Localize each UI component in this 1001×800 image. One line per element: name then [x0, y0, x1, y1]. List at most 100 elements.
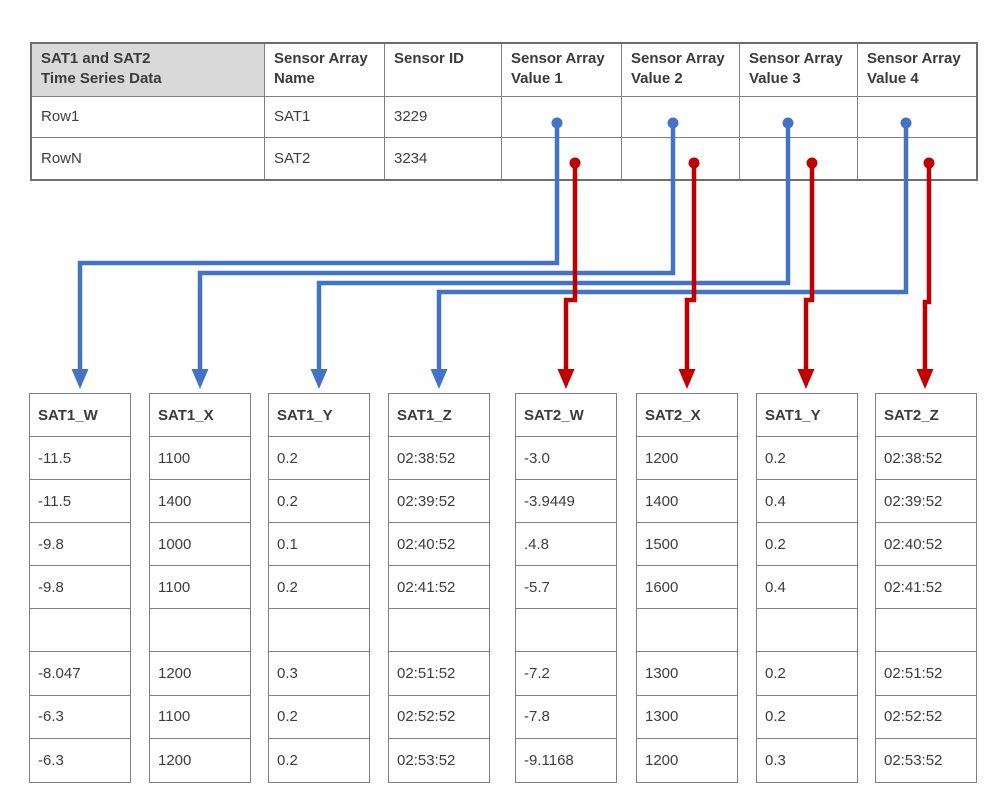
- table-cell: -11.5: [30, 480, 130, 524]
- series-table-header: SAT2_X: [637, 394, 737, 437]
- table-cell: 02:41:52: [876, 566, 976, 610]
- table-cell: -7.8: [516, 696, 616, 739]
- row1-value3-arrowhead: [310, 369, 328, 389]
- series-table-sat1-y: SAT1_Y 0.2 0.2 0.1 0.2 0.3 0.2 0.2: [268, 393, 370, 783]
- table-cell: 0.2: [757, 652, 857, 696]
- table-cell: 0.2: [277, 751, 298, 769]
- table-cell: 1500: [637, 523, 737, 567]
- series-table-sat1-x: SAT1_X 1100 1400 1000 1100 1200 1100 120…: [149, 393, 251, 783]
- source-table-header-value2: Sensor Array Value 2: [622, 44, 740, 97]
- table-cell: 02:39:52: [876, 480, 976, 524]
- series-table-header: SAT1_Y: [269, 394, 369, 437]
- series-table-header: SAT1_W: [30, 394, 130, 437]
- table-cell: 1300: [637, 696, 737, 739]
- series-table-header: SAT2_Z: [876, 394, 976, 437]
- table-cell: 1300: [637, 652, 737, 696]
- row1-value2-cell: [622, 97, 740, 138]
- table-cell: -9.8: [30, 523, 130, 567]
- row1-name-cell: SAT1: [265, 97, 385, 138]
- table-cell: 0.4: [757, 480, 857, 524]
- row1-value1-cell: [502, 97, 622, 138]
- row1-value2-arrowhead: [191, 369, 209, 389]
- table-cell: 02:51:52: [389, 652, 489, 696]
- table-cell: -3.9449: [516, 480, 616, 524]
- table-cell: -5.7: [516, 566, 616, 610]
- table-cell: 0.2: [269, 566, 369, 610]
- rowN-label-cell: RowN: [32, 138, 265, 179]
- row1-value4-cell: [858, 97, 976, 138]
- source-table-header-sensor-array-name: Sensor Array Name: [265, 44, 385, 97]
- table-cell: 02:53:52: [397, 751, 456, 769]
- row1-id-cell: 3229: [385, 97, 502, 138]
- table-cell: 0.4: [757, 566, 857, 610]
- table-cell: [389, 609, 489, 653]
- table-cell: 0.2: [757, 523, 857, 567]
- series-table-sat1-w: SAT1_W -11.5 -11.5 -9.8 -9.8 -8.047 -6.3…: [29, 393, 131, 783]
- table-cell: 0.3: [765, 751, 786, 769]
- table-cell: 02:40:52: [389, 523, 489, 567]
- table-cell: 02:41:52: [389, 566, 489, 610]
- rowN-value4-arrow-line: [922, 163, 932, 370]
- table-cell: [269, 609, 369, 653]
- series-table-sat1-z: SAT1_Z 02:38:52 02:39:52 02:40:52 02:41:…: [388, 393, 490, 783]
- table-cell: 0.2: [757, 437, 857, 481]
- row1-value4-arrowhead: [430, 369, 448, 389]
- table-cell: 02:40:52: [876, 523, 976, 567]
- table-cell: -6.3: [38, 751, 64, 769]
- table-cell: 02:38:52: [389, 437, 489, 481]
- rowN-value4-arrowhead: [916, 369, 934, 389]
- table-cell: [516, 609, 616, 653]
- table-cell: 1200: [645, 751, 679, 769]
- series-table-sat2-x: SAT2_X 1200 1400 1500 1600 1300 1300 120…: [636, 393, 738, 783]
- table-cell: [637, 609, 737, 653]
- source-table-header-value4: Sensor Array Value 4: [858, 44, 976, 97]
- row1-label-cell: Row1: [32, 97, 265, 138]
- rowN-value3-arrowhead: [797, 369, 815, 389]
- table-cell: -6.3: [30, 696, 130, 739]
- rowN-value3-arrow-line: [803, 163, 815, 370]
- source-table-header-value3: Sensor Array Value 3: [740, 44, 858, 97]
- rowN-name-cell: SAT2: [265, 138, 385, 179]
- table-cell: 02:52:52: [876, 696, 976, 739]
- table-cell: [876, 609, 976, 653]
- table-cell: -9.8: [30, 566, 130, 610]
- table-cell: 1100: [150, 696, 250, 739]
- series-table-sat2-w: SAT2_W -3.0 -3.9449 .4.8 -5.7 -7.2 -7.8 …: [515, 393, 617, 783]
- table-cell: .4.8: [516, 523, 616, 567]
- table-cell: [150, 609, 250, 653]
- table-cell: -9.1168: [524, 751, 574, 769]
- table-cell: -11.5: [30, 437, 130, 481]
- table-cell: 02:52:52: [389, 696, 489, 739]
- table-cell: [30, 609, 130, 653]
- rowN-value2-arrowhead: [678, 369, 696, 389]
- table-cell: 0.2: [269, 437, 369, 481]
- table-cell: 1000: [150, 523, 250, 567]
- table-cell: -8.047: [30, 652, 130, 696]
- source-table-title-cell: SAT1 and SAT2 Time Series Data: [32, 44, 265, 97]
- table-cell: 0.2: [269, 696, 369, 739]
- table-cell: 02:39:52: [389, 480, 489, 524]
- table-cell: 02:51:52: [876, 652, 976, 696]
- rowN-id-cell: 3234: [385, 138, 502, 179]
- rowN-value1-cell: [502, 138, 622, 179]
- table-cell: 1200: [637, 437, 737, 481]
- table-cell: 1200: [150, 652, 250, 696]
- source-table: SAT1 and SAT2 Time Series Data Sensor Ar…: [30, 42, 978, 181]
- rowN-value1-arrow-line: [563, 163, 578, 370]
- table-cell: 0.2: [269, 480, 369, 524]
- series-table-header: SAT1_X: [150, 394, 250, 437]
- rowN-value4-cell: [858, 138, 976, 179]
- rowN-value1-arrowhead: [557, 369, 575, 389]
- series-table-header: SAT1_Y: [757, 394, 857, 437]
- rowN-value2-arrow-line: [684, 163, 697, 370]
- series-table-header: SAT1_Z: [389, 394, 489, 437]
- table-cell: 1100: [150, 566, 250, 610]
- series-table-header: SAT2_W: [516, 394, 616, 437]
- table-cell: 1400: [637, 480, 737, 524]
- row1-value3-cell: [740, 97, 858, 138]
- table-cell: 0.2: [757, 696, 857, 739]
- table-cell: [757, 609, 857, 653]
- series-table-sat2-z: SAT2_Z 02:38:52 02:39:52 02:40:52 02:41:…: [875, 393, 977, 783]
- table-cell: 0.1: [269, 523, 369, 567]
